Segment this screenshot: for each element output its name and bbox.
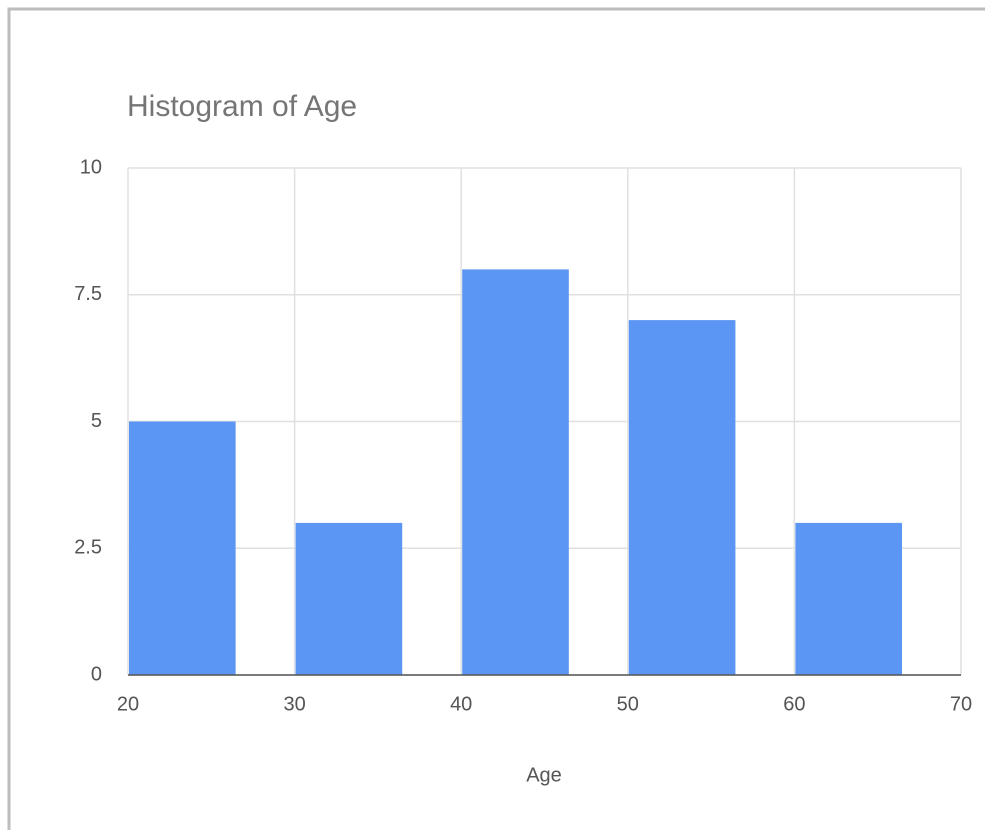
y-tick-label: 10 xyxy=(80,156,102,178)
x-tick-label: 60 xyxy=(783,693,805,715)
bar xyxy=(129,421,236,675)
y-tick-label: 7.5 xyxy=(74,283,102,305)
x-tick-label: 30 xyxy=(283,693,305,715)
x-tick-label: 40 xyxy=(450,693,472,715)
y-tick-label: 0 xyxy=(91,663,102,685)
y-tick-label: 2.5 xyxy=(74,537,102,559)
x-tick-label: 50 xyxy=(617,693,639,715)
x-axis-label: Age xyxy=(526,764,562,786)
bar xyxy=(628,320,736,675)
bar xyxy=(462,269,569,675)
chart-title: Histogram of Age xyxy=(127,90,357,123)
x-tick-label: 20 xyxy=(117,693,139,715)
bar xyxy=(295,522,403,675)
bar xyxy=(795,522,903,675)
x-tick-label: 70 xyxy=(950,693,972,715)
y-tick-label: 5 xyxy=(91,410,102,432)
